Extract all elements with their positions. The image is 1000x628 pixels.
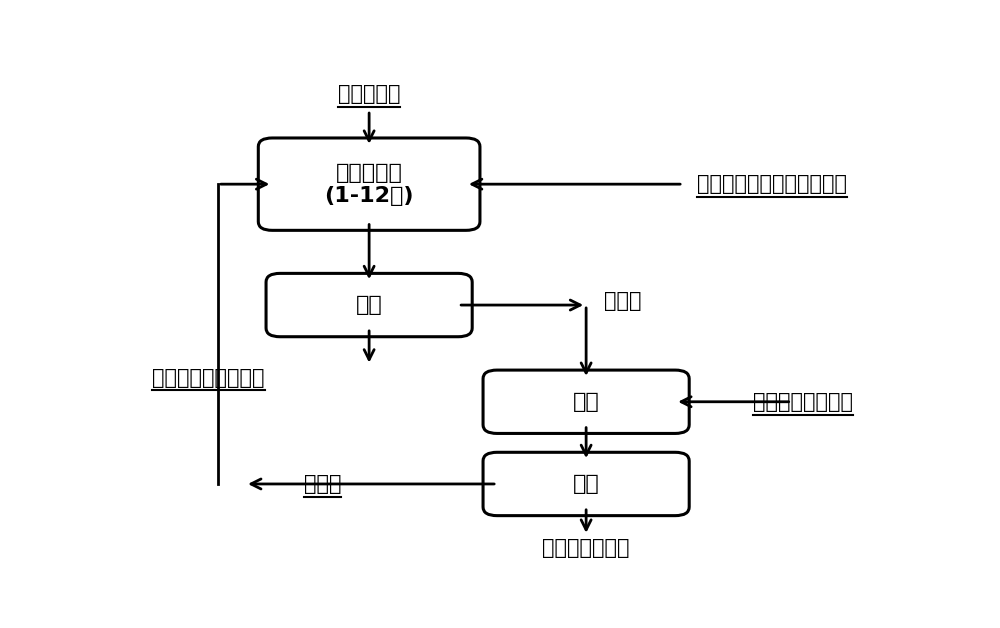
FancyBboxPatch shape [266, 273, 472, 337]
FancyBboxPatch shape [258, 138, 480, 230]
Text: 混合澄清槽
(1-12级): 混合澄清槽 (1-12级) [324, 163, 414, 206]
Text: 含有其他金属的水相: 含有其他金属的水相 [152, 367, 265, 387]
FancyBboxPatch shape [483, 452, 689, 516]
Text: 震荡: 震荡 [573, 392, 600, 412]
Text: 分离: 分离 [356, 295, 382, 315]
Text: 有机相: 有机相 [304, 474, 341, 494]
Text: 有机相: 有机相 [604, 291, 641, 311]
Text: 含有新型萃取剂的有机溶剂: 含有新型萃取剂的有机溶剂 [697, 174, 847, 194]
Text: 金属水溶液: 金属水溶液 [338, 84, 400, 104]
Text: 分离: 分离 [573, 474, 600, 494]
Text: 含有反萃剂的水相: 含有反萃剂的水相 [753, 392, 853, 412]
FancyBboxPatch shape [483, 370, 689, 433]
Text: 目标金属的水相: 目标金属的水相 [542, 538, 630, 558]
